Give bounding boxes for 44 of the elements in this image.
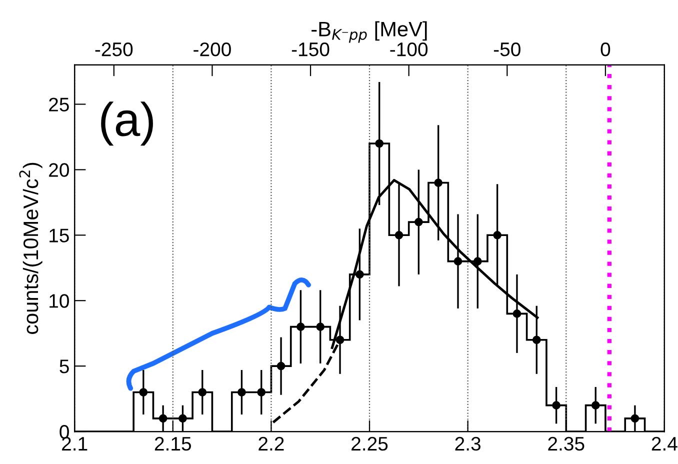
x2-axis-title: -B$_{K⁻pp}$ [MeV]: [312, 21, 427, 43]
point: [493, 230, 502, 240]
point: [296, 322, 305, 331]
x2-tick-label: -200: [194, 42, 231, 56]
point: [238, 388, 246, 396]
point: [375, 139, 384, 148]
x-tick-label: 2.3: [455, 436, 480, 451]
point: [512, 310, 522, 318]
point: [336, 336, 344, 344]
x-tick-label: 2.4: [652, 436, 678, 450]
point: [394, 230, 404, 240]
x2-tick-label: -100: [390, 42, 428, 56]
point: [178, 414, 187, 423]
y-tick-label: 25: [49, 98, 69, 112]
x2-tick-label: -50: [494, 42, 520, 56]
annotation: (a): [101, 102, 153, 146]
x-tick-label: 2.1: [62, 436, 88, 450]
point: [473, 257, 482, 266]
point: [276, 362, 286, 370]
point: [454, 257, 462, 266]
y-tick-label: 15: [50, 228, 69, 242]
x-tick-label: 2.35: [548, 436, 584, 451]
point: [316, 322, 325, 331]
point: [139, 388, 148, 396]
x-tick-label: 2.15: [154, 436, 191, 451]
x-tick-label: 2.25: [352, 436, 388, 451]
x2-tick-label: -250: [95, 42, 133, 56]
point: [414, 218, 423, 226]
x2-tick-label: -150: [292, 42, 330, 56]
y-axis-title: counts/(10MeV/c$^{2}$): [19, 162, 42, 334]
point: [532, 336, 541, 344]
point: [257, 388, 266, 396]
y-tick-label: 20: [49, 163, 69, 177]
point: [198, 388, 207, 396]
point: [591, 401, 600, 410]
point: [434, 178, 442, 187]
point: [158, 414, 168, 423]
x2-tick-label: 0: [600, 42, 610, 56]
point: [630, 414, 640, 423]
y-tick-label: 5: [60, 360, 69, 374]
point: [356, 270, 364, 279]
x-tick-label: 2.2: [258, 436, 284, 450]
point: [552, 401, 560, 410]
y-tick-label: 10: [50, 294, 69, 308]
